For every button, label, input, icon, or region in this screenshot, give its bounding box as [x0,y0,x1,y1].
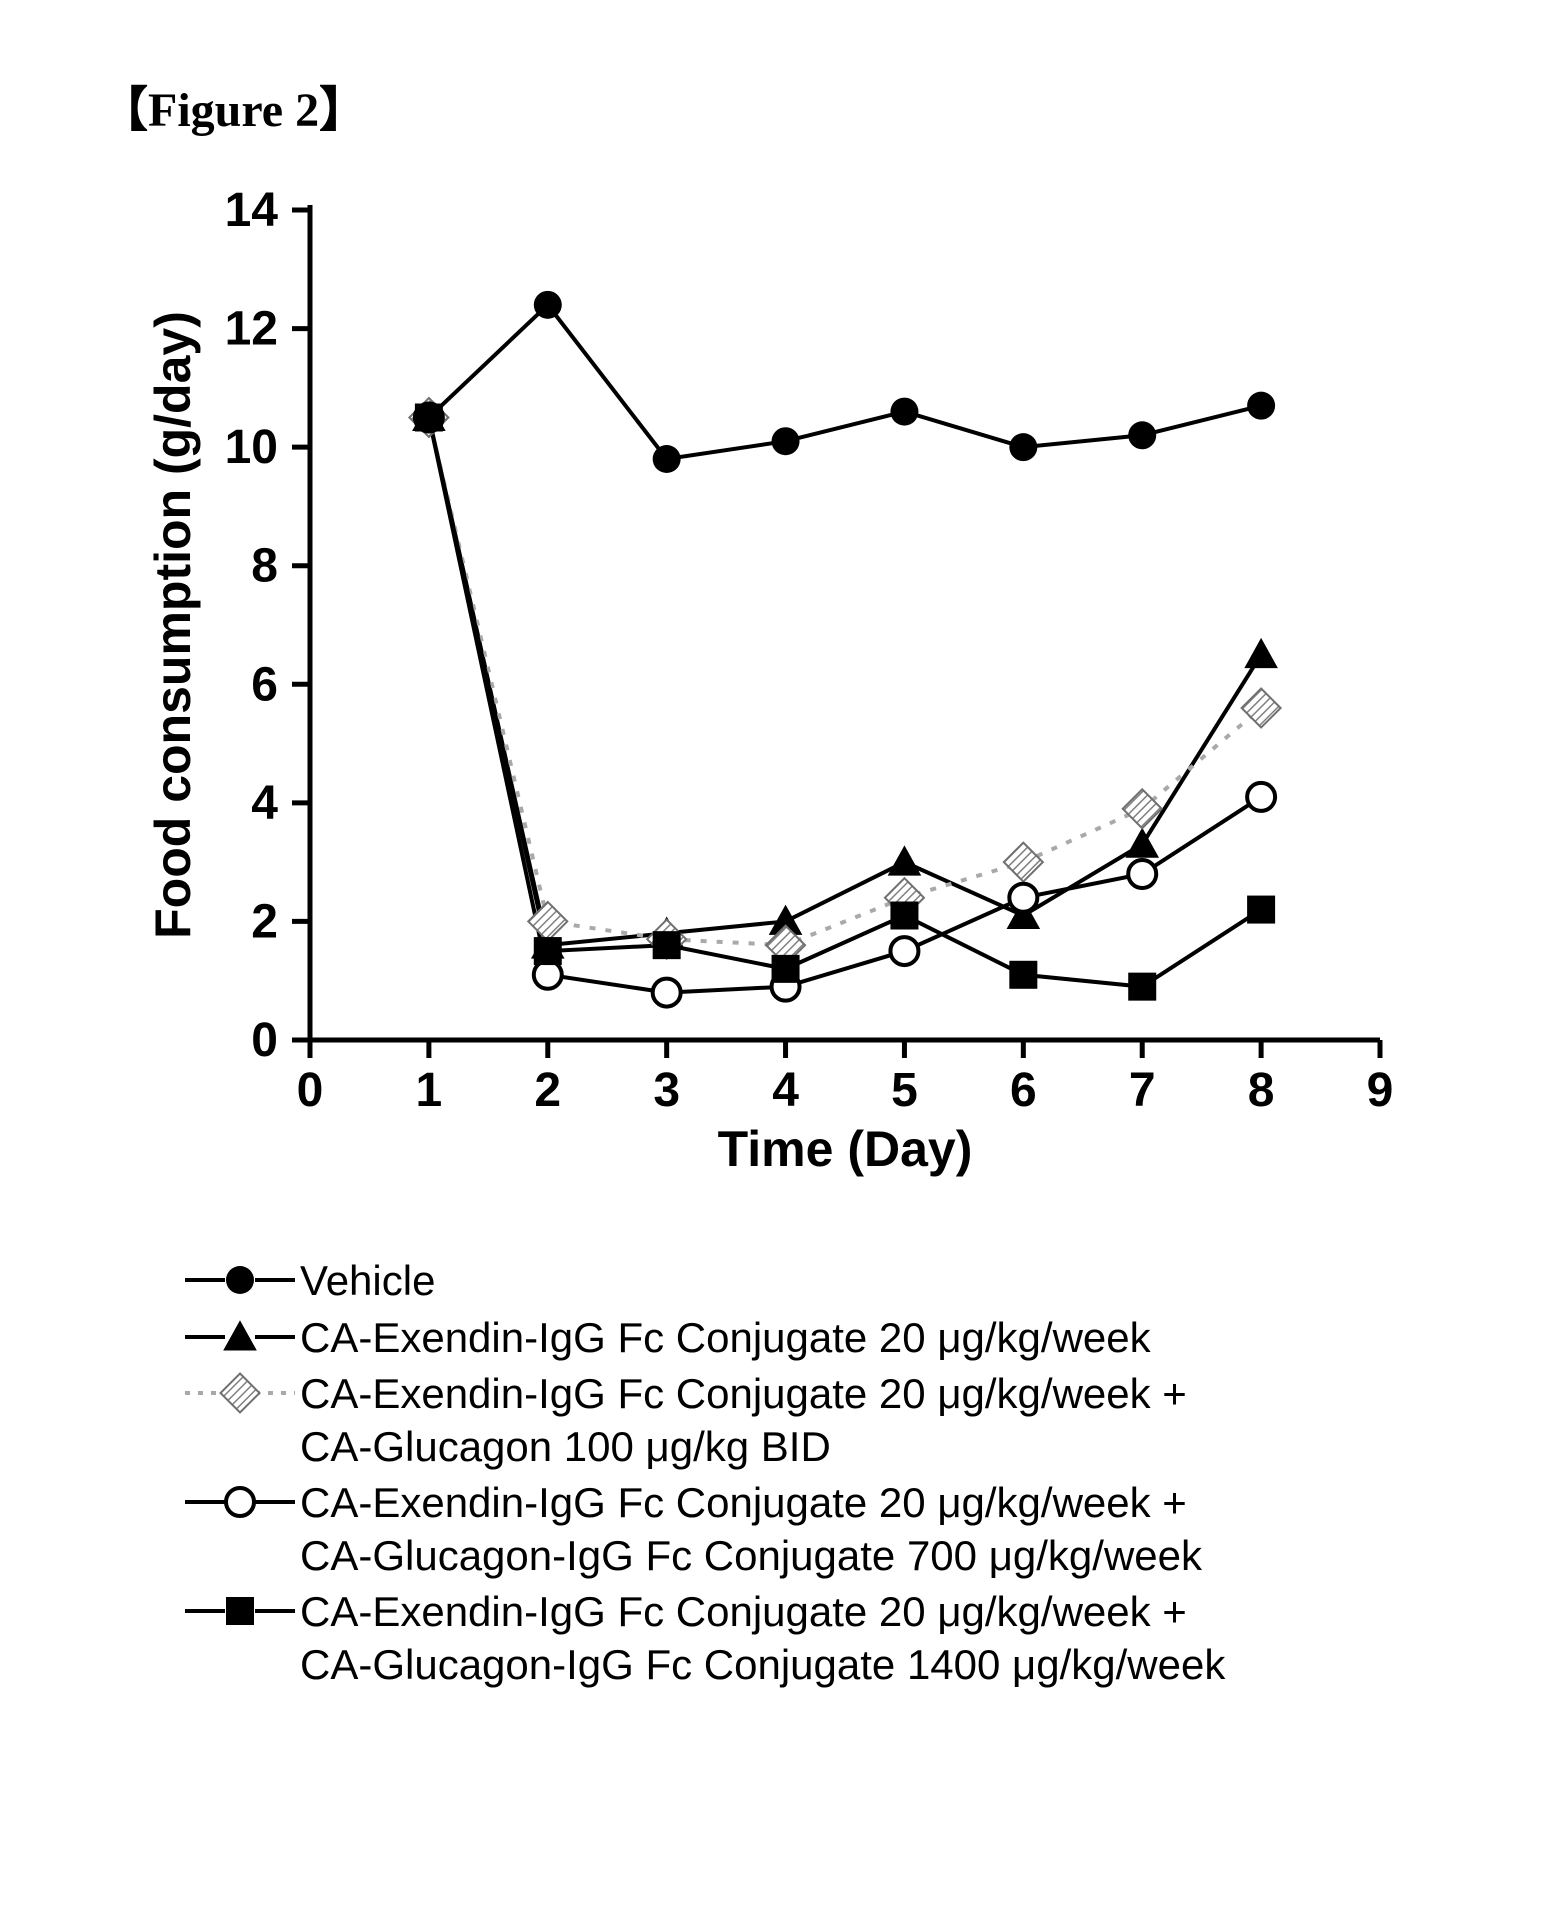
svg-text:6: 6 [1010,1064,1037,1117]
legend-label: CA-Exendin-IgG Fc Conjugate 20 μg/kg/wee… [300,1312,1487,1365]
legend-label: Vehicle [300,1255,1487,1308]
svg-text:8: 8 [1248,1064,1275,1117]
food-consumption-chart: 012345678902468101214Time (Day)Food cons… [100,170,1450,1220]
svg-text:1: 1 [416,1064,443,1117]
svg-text:10: 10 [225,421,278,474]
svg-text:5: 5 [891,1064,918,1117]
svg-text:2: 2 [534,1064,561,1117]
svg-text:3: 3 [653,1064,680,1117]
legend-marker-circle-filled [180,1255,300,1305]
legend-label: CA-Exendin-IgG Fc Conjugate 20 μg/kg/wee… [300,1586,1487,1691]
svg-text:Time (Day): Time (Day) [718,1121,973,1177]
legend-marker-triangle-filled [180,1312,300,1362]
legend-marker-diamond-hatched [180,1368,300,1418]
svg-text:0: 0 [251,1014,278,1067]
chart-legend: VehicleCA-Exendin-IgG Fc Conjugate 20 μg… [100,1255,1487,1691]
svg-text:0: 0 [297,1064,324,1117]
legend-label: CA-Exendin-IgG Fc Conjugate 20 μg/kg/wee… [300,1477,1487,1582]
svg-text:Food consumption (g/day): Food consumption (g/day) [145,311,201,939]
svg-text:6: 6 [251,658,278,711]
legend-marker-square-filled [180,1586,300,1636]
svg-text:7: 7 [1129,1064,1156,1117]
legend-item: CA-Exendin-IgG Fc Conjugate 20 μg/kg/wee… [180,1368,1487,1473]
chart-container: 012345678902468101214Time (Day)Food cons… [100,170,1450,1225]
legend-item: CA-Exendin-IgG Fc Conjugate 20 μg/kg/wee… [180,1312,1487,1365]
legend-item: CA-Exendin-IgG Fc Conjugate 20 μg/kg/wee… [180,1586,1487,1691]
legend-marker-circle-open [180,1477,300,1527]
svg-text:4: 4 [251,777,278,830]
legend-item: Vehicle [180,1255,1487,1308]
svg-text:4: 4 [772,1064,799,1117]
legend-item: CA-Exendin-IgG Fc Conjugate 20 μg/kg/wee… [180,1477,1487,1582]
svg-text:9: 9 [1367,1064,1394,1117]
figure-label: 【Figure 2】 [100,70,1487,140]
svg-text:12: 12 [225,303,278,356]
svg-text:8: 8 [251,540,278,593]
svg-text:14: 14 [225,184,279,237]
svg-text:2: 2 [251,895,278,948]
legend-label: CA-Exendin-IgG Fc Conjugate 20 μg/kg/wee… [300,1368,1487,1473]
